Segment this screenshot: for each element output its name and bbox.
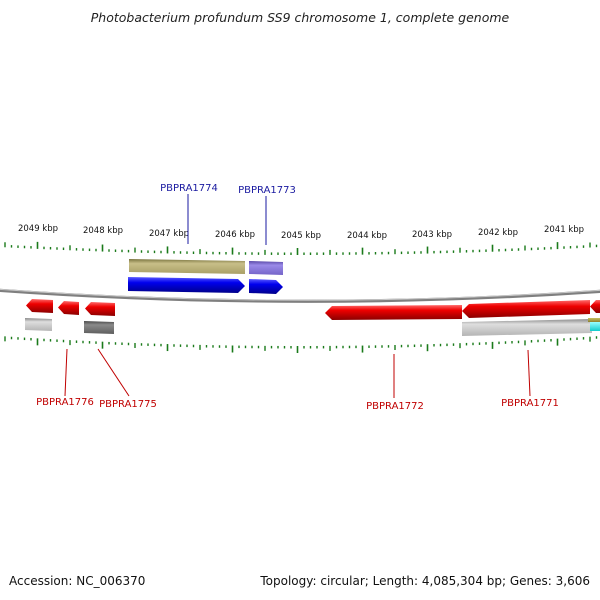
light-gray-feature-right bbox=[462, 319, 592, 336]
position-label: 2044 kbp bbox=[347, 231, 387, 241]
gene-arrow-pbpra1772[interactable] bbox=[325, 305, 462, 320]
reverse-features bbox=[25, 299, 600, 336]
leader-line-pbpra1775 bbox=[97, 348, 130, 397]
page-title: Photobacterium profundum SS9 chromosome … bbox=[90, 10, 510, 25]
gene-arrow-pbpra1774[interactable] bbox=[128, 277, 245, 293]
lavender-feature bbox=[249, 261, 283, 275]
chromosome-backbone-highlight bbox=[0, 288, 600, 301]
genome-summary-text: Topology: circular; Length: 4,085,304 bp… bbox=[260, 574, 590, 588]
position-label: 2041 kbp bbox=[544, 225, 584, 235]
khaki-feature bbox=[129, 259, 245, 274]
gene-arrow-right-edge[interactable] bbox=[590, 300, 600, 313]
position-label: 2042 kbp bbox=[478, 228, 518, 238]
leader-line-pbpra1771 bbox=[527, 349, 531, 397]
label-leaders bbox=[64, 194, 531, 398]
position-labels: 2049 kbp 2048 kbp 2047 kbp 2046 kbp 2045… bbox=[18, 224, 584, 241]
gene-label-pbpra1772[interactable]: PBPRA1772 bbox=[366, 401, 424, 412]
position-label: 2046 kbp bbox=[215, 230, 255, 240]
gene-label-pbpra1774[interactable]: PBPRA1774 bbox=[160, 183, 218, 194]
chromosome-backbone bbox=[0, 288, 600, 303]
olive-feature bbox=[588, 318, 600, 322]
gene-label-pbpra1776[interactable]: PBPRA1776 bbox=[36, 397, 94, 408]
gene-labels: PBPRA1774 PBPRA1773 PBPRA1776 PBPRA1775 … bbox=[36, 183, 559, 412]
leader-line-pbpra1776 bbox=[64, 348, 68, 397]
gene-label-pbpra1775[interactable]: PBPRA1775 bbox=[99, 399, 157, 410]
position-label: 2043 kbp bbox=[412, 230, 452, 240]
light-gray-feature bbox=[25, 318, 52, 331]
position-label: 2047 kbp bbox=[149, 229, 189, 239]
position-label: 2048 kbp bbox=[83, 226, 123, 236]
dark-gray-feature bbox=[84, 321, 114, 334]
position-label: 2049 kbp bbox=[18, 224, 58, 234]
tick-row-bottom bbox=[4, 336, 598, 353]
gene-arrow-pbpra1771[interactable] bbox=[462, 300, 590, 318]
position-label: 2045 kbp bbox=[281, 231, 321, 241]
gene-arrow-pbpra1776[interactable] bbox=[58, 301, 79, 315]
gene-label-pbpra1771[interactable]: PBPRA1771 bbox=[501, 398, 559, 409]
gene-arrow-pbpra1773[interactable] bbox=[249, 279, 283, 294]
tick-row-top bbox=[4, 241, 598, 255]
cyan-feature bbox=[590, 322, 600, 331]
forward-features bbox=[128, 259, 283, 294]
gene-arrow-left-edge[interactable] bbox=[26, 299, 53, 313]
gene-arrow-pbpra1775[interactable] bbox=[85, 302, 115, 316]
accession-text: Accession: NC_006370 bbox=[9, 574, 146, 588]
gene-label-pbpra1773[interactable]: PBPRA1773 bbox=[238, 185, 296, 196]
